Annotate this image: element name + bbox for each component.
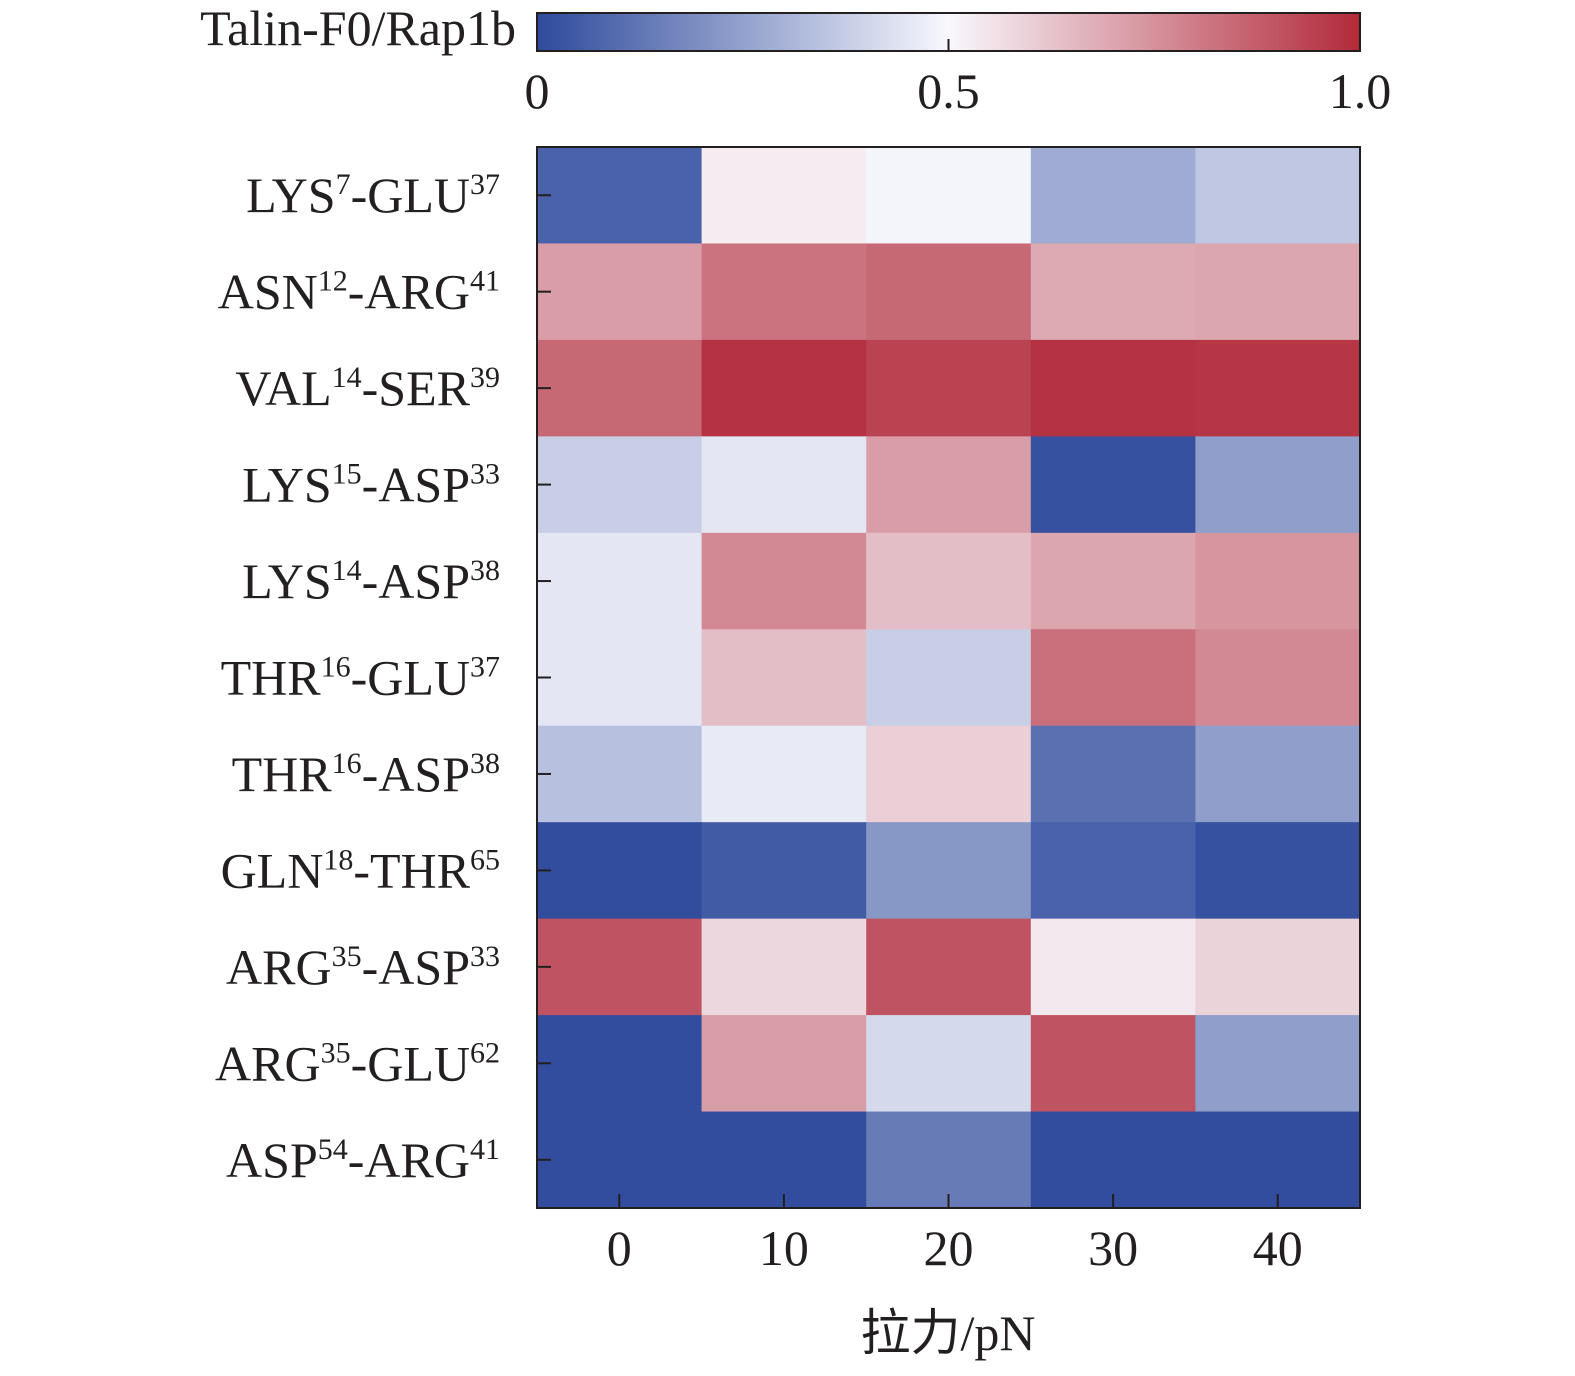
y-tick-label: LYS7-GLU37 [246, 167, 500, 223]
x-tick-label: 0 [607, 1220, 632, 1276]
x-axis-title: 拉力/pN [861, 1305, 1036, 1361]
y-tick-label: ASN12-ARG41 [218, 264, 500, 320]
heatmap-cell [701, 339, 867, 437]
colorbar-tick-label: 0 [525, 63, 550, 119]
heatmap-cell [701, 725, 867, 823]
heatmap-cell [537, 1015, 703, 1113]
heatmap-cell [1195, 822, 1361, 920]
heatmap-cell [866, 1111, 1032, 1209]
heatmap-cell [1195, 243, 1361, 341]
x-tick-label: 30 [1088, 1220, 1138, 1276]
heatmap-cell [866, 436, 1032, 534]
heatmap-cell [1030, 436, 1196, 534]
colorbar-label: Talin-F0/Rap1b [200, 0, 516, 56]
x-tick-label: 10 [759, 1220, 809, 1276]
y-tick-label: VAL14-SER39 [235, 360, 500, 416]
heatmap-cell [1030, 1015, 1196, 1113]
y-tick-label: LYS14-ASP38 [242, 553, 500, 609]
heatmap-cell [701, 532, 867, 630]
heatmap-cell [701, 918, 867, 1016]
heatmap-cell [701, 1015, 867, 1113]
heatmap-cell [701, 436, 867, 534]
heatmap-cell [537, 918, 703, 1016]
heatmap-cell [1195, 339, 1361, 437]
y-tick-label: ARG35-GLU62 [215, 1035, 500, 1091]
heatmap-cell [866, 339, 1032, 437]
heatmap-cell [1195, 918, 1361, 1016]
heatmap-cell [866, 147, 1032, 245]
y-tick-label: LYS15-ASP33 [242, 457, 500, 513]
y-tick-label: ARG35-ASP33 [226, 939, 500, 995]
heatmap-cell [1030, 918, 1196, 1016]
heatmap-cell [537, 147, 703, 245]
heatmap-cell [1195, 1111, 1361, 1209]
heatmap-cell [537, 243, 703, 341]
heatmap-cell [1195, 532, 1361, 630]
heatmap-cell [866, 725, 1032, 823]
x-axis: 0 10 20 30 40 [607, 1194, 1303, 1276]
heatmap-cell [1030, 725, 1196, 823]
heatmap-cell [866, 822, 1032, 920]
heatmap-cell [701, 147, 867, 245]
heatmap-cell [1195, 147, 1361, 245]
heatmap-cell [1195, 436, 1361, 534]
x-tick-label: 40 [1253, 1220, 1303, 1276]
y-tick-label: THR16-ASP38 [232, 746, 500, 802]
heatmap-cell [1030, 243, 1196, 341]
y-tick-label: THR16-GLU37 [221, 650, 500, 706]
y-tick-label: GLN18-THR65 [221, 842, 500, 898]
heatmap-cell [866, 629, 1032, 727]
y-axis: LYS7-GLU37 ASN12-ARG41 VAL14-SER39 LYS15-AS… [215, 167, 551, 1188]
heatmap-cell [537, 532, 703, 630]
heatmap-cell [866, 243, 1032, 341]
heatmap-cell [537, 1111, 703, 1209]
heatmap-cell [537, 436, 703, 534]
y-tick-label: ASP54-ARG41 [226, 1132, 500, 1188]
heatmap-cell [537, 629, 703, 727]
heatmap-cell [1030, 629, 1196, 727]
colorbar-ticks: 0 0.5 1.0 [525, 39, 1392, 119]
colorbar-tick-label: 0.5 [917, 63, 980, 119]
heatmap-cell [537, 822, 703, 920]
heatmap-cells [537, 147, 1361, 1209]
heatmap-cell [866, 1015, 1032, 1113]
heatmap-cell [866, 532, 1032, 630]
x-tick-label: 20 [924, 1220, 974, 1276]
heatmap-cell [701, 822, 867, 920]
heatmap-cell [1030, 147, 1196, 245]
heatmap-cell [701, 629, 867, 727]
heatmap-cell [1030, 339, 1196, 437]
heatmap-cell [537, 339, 703, 437]
heatmap-cell [701, 1111, 867, 1209]
heatmap-cell [537, 725, 703, 823]
heatmap-cell [866, 918, 1032, 1016]
heatmap-cell [1030, 532, 1196, 630]
heatmap-cell [701, 243, 867, 341]
heatmap-cell [1195, 725, 1361, 823]
heatmap-cell [1195, 629, 1361, 727]
heatmap-cell [1030, 1111, 1196, 1209]
heatmap-cell [1030, 822, 1196, 920]
heatmap-cell [1195, 1015, 1361, 1113]
colorbar-tick-label: 1.0 [1329, 63, 1392, 119]
